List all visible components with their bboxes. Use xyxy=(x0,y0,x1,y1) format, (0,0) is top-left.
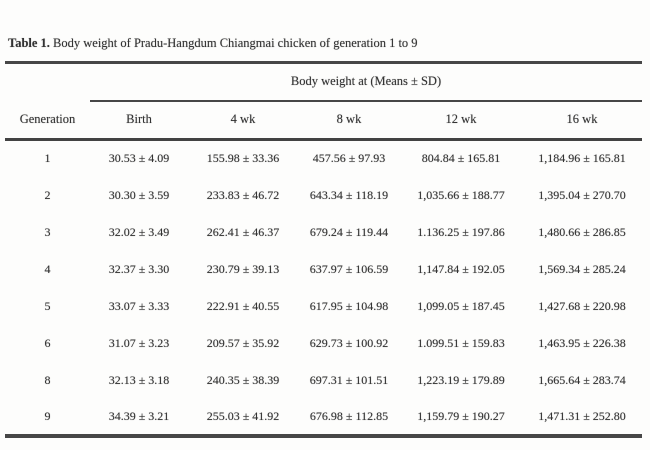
column-header-row: Generation Birth 4 wk 8 wk 12 wk 16 wk xyxy=(5,100,643,141)
table-row: 1 30.53 ± 4.09 155.98 ± 33.36 457.56 ± 97.9… xyxy=(5,140,642,177)
body-weight-cell: 240.35 ± 38.39 xyxy=(206,372,280,387)
body-weight-cell: 1,223.19 ± 179.89 xyxy=(417,372,505,387)
body-weight-cell: 1,035.66 ± 188.77 xyxy=(417,187,505,202)
body-weight-cell: 457.56 ± 97.93 xyxy=(312,151,386,166)
body-weight-cell: 262.41 ± 46.37 xyxy=(206,224,280,239)
generation-cell: 6 xyxy=(44,335,51,350)
spanning-header-row: Body weight at (Means ± SD) xyxy=(5,62,643,102)
body-weight-cell: 1,184.96 ± 165.81 xyxy=(538,151,626,166)
body-weight-cell: 1,427.68 ± 220.98 xyxy=(538,298,626,313)
body-weight-cell: 637.97 ± 106.59 xyxy=(309,261,389,276)
table-row: 6 31.07 ± 3.23 209.57 ± 35.92 629.73 ± 100.… xyxy=(5,325,642,362)
table-row: 3 32.02 ± 3.49 262.41 ± 46.37 679.24 ± 119.… xyxy=(5,214,642,251)
column-header-12wk: 12 wk xyxy=(400,100,522,141)
body-weight-cell: 643.34 ± 118.19 xyxy=(309,187,389,202)
table-body: 1 30.53 ± 4.09 155.98 ± 33.36 457.56 ± 97.9… xyxy=(5,140,642,436)
generation-cell: 9 xyxy=(44,408,51,423)
generation-cell: 2 xyxy=(44,187,51,202)
spanning-header: Body weight at (Means ± SD) xyxy=(90,62,643,102)
body-weight-cell: 804.84 ± 165.81 xyxy=(421,151,501,166)
column-header-birth: Birth xyxy=(90,100,188,141)
body-weight-cell: 33.07 ± 3.33 xyxy=(108,298,170,313)
table-row: 4 32.37 ± 3.30 230.79 ± 39.13 637.97 ± 106.… xyxy=(5,251,642,288)
body-weight-cell: 676.98 ± 112.85 xyxy=(309,408,389,423)
body-weight-cell: 34.39 ± 3.21 xyxy=(108,408,170,423)
body-weight-cell: 255.03 ± 41.92 xyxy=(206,408,280,423)
generation-cell: 8 xyxy=(44,372,51,387)
body-weight-cell: 629.73 ± 100.92 xyxy=(309,335,389,350)
body-weight-cell: 1,099.05 ± 187.45 xyxy=(417,298,505,313)
table-title-label: Table 1. xyxy=(8,36,50,50)
table-row: 5 33.07 ± 3.33 222.91 ± 40.55 617.95 ± 104.… xyxy=(5,288,642,325)
body-weight-cell: 209.57 ± 35.92 xyxy=(206,335,280,350)
body-weight-cell: 31.07 ± 3.23 xyxy=(108,335,170,350)
column-header-16wk: 16 wk xyxy=(522,100,643,141)
body-weight-cell: 1.099.51 ± 159.83 xyxy=(417,335,505,350)
table-title: Table 1. Body weight of Pradu-Hangdum Ch… xyxy=(8,36,418,51)
body-weight-cell: 32.02 ± 3.49 xyxy=(108,224,170,239)
generation-cell: 3 xyxy=(44,224,51,239)
body-weight-cell: 233.83 ± 46.72 xyxy=(206,187,280,202)
generation-cell: 1 xyxy=(44,151,51,166)
body-weight-cell: 1,665.64 ± 283.74 xyxy=(538,372,626,387)
body-weight-cell: 32.13 ± 3.18 xyxy=(108,372,170,387)
column-header-generation: Generation xyxy=(5,100,90,141)
column-header-4wk: 4 wk xyxy=(188,100,298,141)
generation-cell: 5 xyxy=(44,298,51,313)
body-weight-cell: 30.53 ± 4.09 xyxy=(108,151,170,166)
body-weight-cell: 1,480.66 ± 286.85 xyxy=(538,224,626,239)
body-weight-cell: 155.98 ± 33.36 xyxy=(206,151,280,166)
body-weight-cell: 1,395.04 ± 270.70 xyxy=(538,187,626,202)
body-weight-cell: 617.95 ± 104.98 xyxy=(309,298,389,313)
body-weight-cell: 1,569.34 ± 285.24 xyxy=(538,261,626,276)
body-weight-cell: 1,471.31 ± 252.80 xyxy=(538,408,626,423)
generation-cell: 4 xyxy=(44,261,51,276)
body-weight-cell: 697.31 ± 101.51 xyxy=(309,372,389,387)
body-weight-cell: 679.24 ± 119.44 xyxy=(309,224,389,239)
body-weight-cell: 30.30 ± 3.59 xyxy=(108,187,170,202)
body-weight-cell: 1,463.95 ± 226.38 xyxy=(538,335,626,350)
corner-spacer-cell xyxy=(5,63,90,101)
body-weight-cell: 32.37 ± 3.30 xyxy=(108,261,170,276)
table-row: 8 32.13 ± 3.18 240.35 ± 38.39 697.31 ± 101.… xyxy=(5,362,642,399)
body-weight-cell: 230.79 ± 39.13 xyxy=(206,261,280,276)
table-title-text: Body weight of Pradu-Hangdum Chiangmai c… xyxy=(53,36,418,50)
body-weight-cell: 1,147.84 ± 192.05 xyxy=(417,261,505,276)
data-table: Body weight at (Means ± SD) Generation B… xyxy=(5,61,643,438)
body-weight-cell: 1,159.79 ± 190.27 xyxy=(417,408,505,423)
table-row: 2 30.30 ± 3.59 233.83 ± 46.72 643.34 ± 118.… xyxy=(5,177,642,214)
body-weight-cell: 222.91 ± 40.55 xyxy=(206,298,280,313)
table-row: 9 34.39 ± 3.21 255.03 ± 41.92 676.98 ± 112.… xyxy=(5,399,642,436)
body-weight-cell: 1.136.25 ± 197.86 xyxy=(417,224,505,239)
column-header-8wk: 8 wk xyxy=(298,100,400,141)
